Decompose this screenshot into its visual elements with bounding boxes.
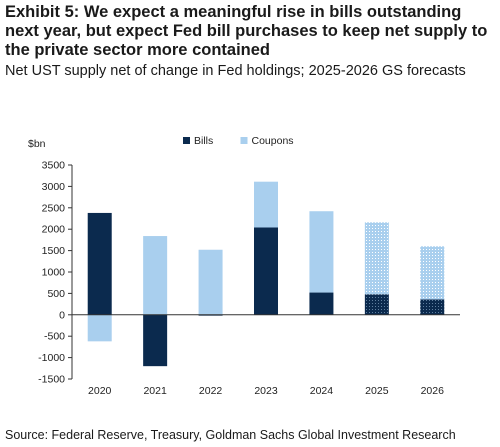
legend-label-bills: Bills bbox=[194, 135, 213, 147]
bar-coupons-2021 bbox=[143, 236, 168, 315]
bar-coupons-2022 bbox=[198, 249, 223, 315]
y-tick-label: -1500 bbox=[38, 374, 65, 386]
y-tick-label: -1000 bbox=[38, 352, 65, 364]
y-tick-label: 2500 bbox=[42, 202, 66, 214]
y-axis-ticks: 3500 3000 2500 2000 1500 1000 500 0 -500 -1000 -15… bbox=[38, 160, 72, 386]
chart-subtitle: Net UST supply net of change in Fed hold… bbox=[5, 63, 466, 79]
y-tick-label: 3500 bbox=[42, 160, 66, 172]
x-tick-label: 2022 bbox=[199, 385, 223, 397]
y-tick-label: 3000 bbox=[42, 181, 66, 193]
x-tick-label: 2026 bbox=[421, 385, 445, 397]
legend-swatch-bills bbox=[183, 137, 190, 144]
bar-coupons-2026 bbox=[420, 246, 445, 300]
x-tick-label: 2025 bbox=[365, 385, 389, 397]
bars bbox=[87, 181, 445, 367]
x-tick-label: 2020 bbox=[88, 385, 112, 397]
bar-bills-2021 bbox=[143, 314, 168, 367]
legend-swatch-coupons bbox=[240, 137, 248, 144]
bar-bills-2026 bbox=[420, 299, 445, 315]
y-tick-label: 500 bbox=[47, 288, 65, 300]
bar-coupons-2020 bbox=[87, 314, 112, 342]
x-tick-label: 2023 bbox=[254, 385, 278, 397]
bar-coupons-2024 bbox=[309, 211, 334, 293]
legend: Bills Coupons bbox=[183, 135, 294, 147]
bar-coupons-2025 bbox=[364, 222, 389, 295]
y-tick-label: 0 bbox=[59, 309, 65, 321]
chart-title: Exhibit 5: We expect a meaningful rise i… bbox=[5, 3, 488, 59]
x-tick-label: 2024 bbox=[310, 385, 334, 397]
legend-label-coupons: Coupons bbox=[252, 135, 294, 147]
bar-bills-2020 bbox=[87, 212, 112, 315]
y-tick-label: 1000 bbox=[42, 267, 66, 279]
y-tick-label: -500 bbox=[44, 331, 65, 343]
bar-bills-2025 bbox=[364, 294, 389, 315]
y-tick-label: 1500 bbox=[42, 245, 66, 257]
bar-bills-2024 bbox=[309, 292, 334, 315]
y-tick-label: 2000 bbox=[42, 224, 66, 236]
bar-bills-2023 bbox=[254, 227, 278, 315]
x-axis-ticks: 2020 2021 2022 2023 2024 2025 2026 bbox=[88, 385, 444, 397]
x-tick-label: 2021 bbox=[143, 385, 167, 397]
bar-coupons-2023 bbox=[254, 181, 278, 228]
y-axis-label: $bn bbox=[28, 138, 46, 150]
source-note: Source: Federal Reserve, Treasury, Goldm… bbox=[5, 428, 456, 442]
